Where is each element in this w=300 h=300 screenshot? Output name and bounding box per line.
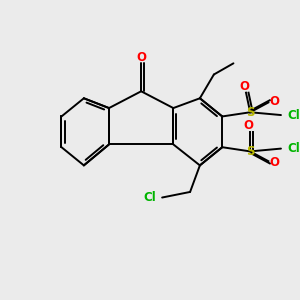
Text: O: O xyxy=(269,156,280,169)
Text: S: S xyxy=(246,106,254,119)
Text: O: O xyxy=(244,119,254,132)
Text: O: O xyxy=(136,51,146,64)
Text: Cl: Cl xyxy=(143,191,156,204)
Text: Cl: Cl xyxy=(287,142,300,155)
Text: O: O xyxy=(269,94,280,108)
Text: O: O xyxy=(240,80,250,93)
Text: S: S xyxy=(246,145,254,158)
Text: Cl: Cl xyxy=(287,109,300,122)
